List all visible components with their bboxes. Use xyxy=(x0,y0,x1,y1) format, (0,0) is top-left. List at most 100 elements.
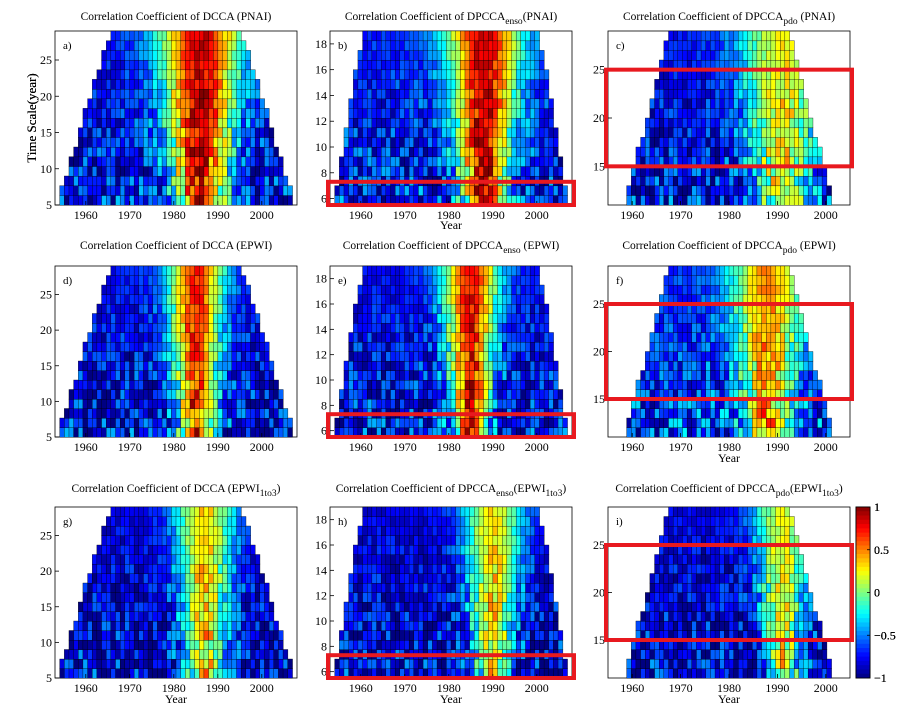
heatmap-cell xyxy=(450,30,457,42)
heatmap-cell xyxy=(460,332,466,343)
heatmap-cell xyxy=(189,582,195,593)
heatmap-cell xyxy=(353,611,359,622)
heatmap-cell xyxy=(138,313,144,324)
heatmap-cell xyxy=(376,658,382,669)
heatmap-cell xyxy=(413,554,419,565)
heatmap-cell xyxy=(381,563,387,574)
heatmap-cell xyxy=(171,166,177,177)
heatmap-cell xyxy=(180,563,186,574)
heatmap-cell xyxy=(525,284,531,295)
heatmap-cell xyxy=(166,30,172,42)
heatmap-cell xyxy=(213,630,219,641)
heatmap-cell xyxy=(185,506,191,517)
heatmap-cell xyxy=(138,88,144,100)
heatmap-cell xyxy=(460,516,466,527)
heatmap-cell xyxy=(404,639,410,650)
heatmap-cell xyxy=(534,127,540,138)
heatmap-cell xyxy=(185,294,191,305)
heatmap-cell xyxy=(357,313,363,324)
heatmap-cell xyxy=(282,175,289,187)
heatmap-cell xyxy=(166,313,172,324)
heatmap-cell xyxy=(404,185,410,196)
heatmap-cell xyxy=(231,379,237,390)
heatmap-cell xyxy=(157,108,163,119)
heatmap-cell xyxy=(213,427,219,438)
heatmap-cell xyxy=(133,592,140,603)
heatmap-cell xyxy=(96,166,102,177)
heatmap-cell xyxy=(367,146,373,158)
heatmap-cell xyxy=(143,398,149,409)
heatmap-cell xyxy=(68,427,74,438)
heatmap-cell xyxy=(119,195,126,206)
heatmap-cell xyxy=(59,427,65,438)
heatmap-cell xyxy=(394,535,401,546)
heatmap-cell xyxy=(213,601,219,612)
heatmap-cell xyxy=(250,332,256,343)
heatmap-cell xyxy=(92,117,98,129)
heatmap-cell xyxy=(161,360,168,371)
heatmap-cell xyxy=(82,398,88,409)
heatmap-cell xyxy=(807,175,814,187)
heatmap-cell xyxy=(106,573,112,584)
heatmap-cell xyxy=(357,582,363,593)
heatmap-cell xyxy=(460,59,466,71)
heatmap-cell xyxy=(469,525,475,536)
heatmap-cell xyxy=(469,351,475,362)
heatmap-cell xyxy=(353,389,359,400)
heatmap-cell xyxy=(492,284,498,295)
heatmap-cell xyxy=(497,137,503,148)
heatmap-cell xyxy=(208,658,214,669)
heatmap-cell xyxy=(231,668,237,679)
heatmap-cell xyxy=(455,98,461,109)
heatmap-cell xyxy=(106,185,112,196)
x-tick-label: 1980 xyxy=(162,681,186,695)
heatmap-cell xyxy=(222,351,228,362)
heatmap-cell xyxy=(446,79,452,90)
heatmap-cell xyxy=(259,185,265,196)
heatmap-cell xyxy=(376,265,382,276)
heatmap-cell xyxy=(413,379,419,390)
heatmap-cell xyxy=(171,360,177,371)
heatmap-cell xyxy=(236,341,242,352)
heatmap-cell xyxy=(488,59,494,71)
heatmap-cell xyxy=(385,50,391,61)
heatmap-cell xyxy=(236,554,242,565)
heatmap-cell xyxy=(110,303,116,314)
heatmap-cell xyxy=(199,351,205,362)
heatmap-cell xyxy=(543,69,550,80)
panel-title: Correlation Coefficient of DCCA (PNAI) xyxy=(81,11,272,23)
heatmap-cell xyxy=(343,360,349,371)
heatmap-cell xyxy=(96,620,102,631)
heatmap-cell xyxy=(166,146,172,158)
heatmap-cell xyxy=(217,156,223,167)
heatmap-cell xyxy=(161,195,168,206)
heatmap-cell xyxy=(469,275,475,286)
heatmap-cell xyxy=(185,563,191,574)
heatmap-cell xyxy=(404,265,410,276)
heatmap-cell xyxy=(427,573,433,584)
heatmap-cell xyxy=(446,516,452,527)
heatmap-cell xyxy=(189,137,195,148)
heatmap-cell xyxy=(240,592,247,603)
heatmap-cell xyxy=(469,284,475,295)
heatmap-cell xyxy=(469,370,475,381)
heatmap-cell xyxy=(394,351,401,362)
heatmap-cell xyxy=(240,146,247,158)
heatmap-cell xyxy=(245,601,251,612)
heatmap-cell xyxy=(455,417,461,428)
heatmap-cell xyxy=(474,265,480,276)
heatmap-cell xyxy=(96,398,102,409)
heatmap-cell xyxy=(543,341,550,352)
heatmap-cell xyxy=(189,175,195,187)
heatmap-cell xyxy=(394,370,401,381)
heatmap-cell xyxy=(399,639,405,650)
heatmap-cell xyxy=(171,639,177,650)
heatmap-cell xyxy=(240,389,247,400)
heatmap-cell xyxy=(446,370,452,381)
heatmap-cell xyxy=(464,630,470,641)
heatmap-cell xyxy=(194,79,200,90)
heatmap-cell xyxy=(96,427,102,438)
heatmap-cell xyxy=(227,573,233,584)
heatmap-cell xyxy=(460,351,466,362)
heatmap-cell xyxy=(390,611,396,622)
